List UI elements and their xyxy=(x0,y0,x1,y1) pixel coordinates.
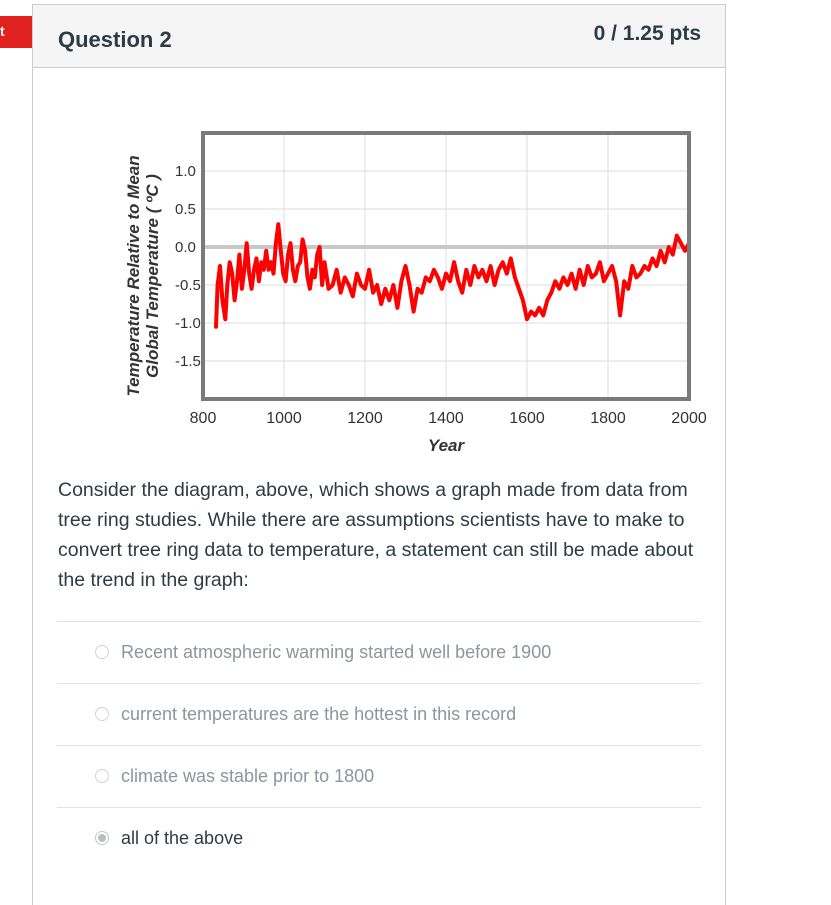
question-header: Question 2 0 / 1.25 pts xyxy=(33,5,725,68)
answer-label[interactable]: Recent atmospheric warming started well … xyxy=(121,642,552,662)
x-tick-label: 1000 xyxy=(266,410,302,427)
question-text: Consider the diagram, above, which shows… xyxy=(58,479,694,591)
y-tick-label: 0.0 xyxy=(175,239,196,256)
x-tick-label: 800 xyxy=(190,410,217,427)
x-tick-label: 1200 xyxy=(347,410,383,427)
radio-button[interactable] xyxy=(95,769,109,783)
radio-button[interactable] xyxy=(95,707,109,721)
radio-button-selected[interactable] xyxy=(95,831,109,845)
answer-option[interactable]: Recent atmospheric warming started well … xyxy=(57,621,701,683)
answer-label[interactable]: all of the above xyxy=(121,828,244,848)
x-tick-label: 1800 xyxy=(590,410,626,427)
x-axis-label: Year xyxy=(428,436,466,455)
temperature-chart: 1.0 0.5 0.0 -0.5 -1.0 -1.5 800 1000 1200 1400 1600… xyxy=(119,127,709,462)
answer-label[interactable]: climate was stable prior to 1800 xyxy=(121,766,375,786)
answer-option[interactable]: climate was stable prior to 1800 xyxy=(57,745,701,807)
y-tick-label: -1.5 xyxy=(175,353,201,370)
y-tick-label: 0.5 xyxy=(175,201,196,218)
x-tick-label: 1400 xyxy=(428,410,464,427)
y-axis-label-line2: Global Temperature ( ºC ) xyxy=(143,174,162,378)
answer-label[interactable]: current temperatures are the hottest in … xyxy=(121,704,517,724)
y-axis-label: Temperature Relative to Mean xyxy=(124,155,143,396)
question-card: Question 2 0 / 1.25 pts 1.0 0.5 0.0 -0.5 -1.… xyxy=(32,4,726,905)
question-title: Question 2 xyxy=(58,27,172,52)
flag-label: t xyxy=(0,23,5,39)
radio-button[interactable] xyxy=(95,645,109,659)
plot-frame xyxy=(201,131,691,401)
question-points: 0 / 1.25 pts xyxy=(593,22,701,45)
x-tick-label: 1600 xyxy=(509,410,545,427)
y-tick-label: 1.0 xyxy=(175,163,196,180)
answer-option-selected[interactable]: all of the above xyxy=(57,807,701,869)
y-tick-label: -0.5 xyxy=(175,277,201,294)
answer-list: Recent atmospheric warming started well … xyxy=(57,621,701,869)
x-tick-label: 2000 xyxy=(671,410,707,427)
chart-svg: 1.0 0.5 0.0 -0.5 -1.0 -1.5 800 1000 1200 1400 1600… xyxy=(124,131,707,455)
answer-option[interactable]: current temperatures are the hottest in … xyxy=(57,683,701,745)
y-tick-label: -1.0 xyxy=(175,315,201,332)
temperature-series-line xyxy=(214,222,691,329)
